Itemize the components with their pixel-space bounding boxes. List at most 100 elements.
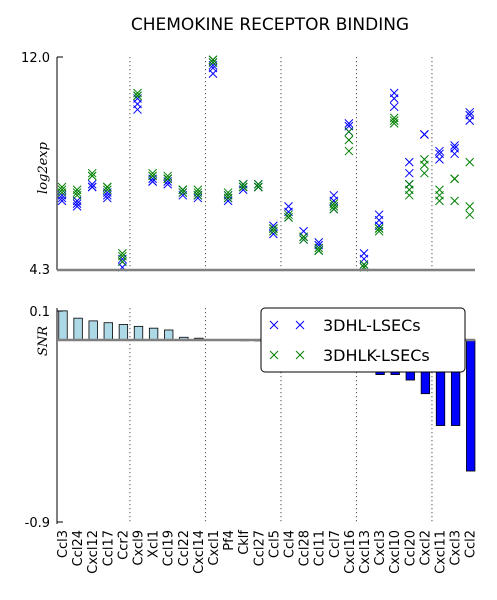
point-3dhl-lsecs-27-2 [465,107,475,117]
x-tick-label-15: Ccl4 [283,530,298,558]
point-3dhlk-lsecs-12-1 [238,179,248,189]
snr-bar-6 [148,327,159,341]
point-3dhlk-lsecs-21-2 [374,224,384,233]
point-3dhl-lsecs-26-2 [450,141,459,150]
x-tick-label-16: Ccl28 [298,530,313,566]
x-tick-label-5: Cxcl9 [132,530,147,566]
top-ytick-max: 12.0 [21,51,50,66]
point-3dhlk-lsecs-21-0 [374,226,384,236]
point-3dhlk-lsecs-24-2 [420,154,429,164]
point-3dhlk-lsecs-27-2 [465,157,475,167]
point-3dhlk-lsecs-19-2 [344,127,354,137]
x-tick-label-13: Ccl27 [252,530,267,566]
point-3dhlk-lsecs-4-2 [118,249,127,258]
legend-label-3dhl: 3DHL-LSECs [323,316,421,335]
legend: 3DHL-LSECs 3DHLK-LSECs [260,307,466,373]
legend-label-3dhlk: 3DHLK-LSECs [323,346,430,365]
legend-marker-blue-1 [269,320,279,330]
point-3dhlk-lsecs-11-2 [223,190,233,200]
point-3dhlk-lsecs-0-0 [57,185,67,195]
point-3dhlk-lsecs-15-1 [284,210,293,220]
legend-marker-green-2 [295,350,305,360]
point-3dhlk-lsecs-13-1 [253,179,263,189]
x-tick-label-10: Cxcl1 [207,530,222,566]
x-tick-label-14: Ccl5 [267,530,282,558]
legend-marker-green-1 [269,350,279,360]
point-3dhlk-lsecs-8-1 [178,185,188,195]
point-3dhlk-lsecs-24-0 [420,168,429,178]
snr-bar-0 [58,310,68,341]
snr-bar-2 [88,320,98,341]
snr-bar-1 [73,317,83,341]
point-3dhlk-lsecs-27-1 [465,202,475,211]
x-tick-label-21: Cxcl3 [373,530,388,566]
x-tick-label-24: Cxcl2 [418,530,433,566]
snr-bar-27 [466,339,476,472]
point-3dhl-lsecs-27-1 [465,110,475,120]
point-3dhlk-lsecs-20-1 [359,260,369,269]
bottom-ytick-max: 0.1 [29,305,50,320]
point-3dhlk-lsecs-9-2 [193,190,203,200]
point-3dhlk-lsecs-13-2 [253,182,263,192]
point-3dhlk-lsecs-3-2 [102,182,112,192]
top-ylabel: log2exp [36,141,51,194]
point-3dhl-lsecs-21-2 [374,210,384,220]
point-3dhlk-lsecs-23-2 [404,179,414,189]
point-3dhlk-lsecs-14-0 [269,226,278,236]
x-tick-label-1: Ccl24 [71,530,86,566]
point-3dhlk-lsecs-11-1 [223,188,233,197]
point-3dhlk-lsecs-1-1 [72,188,82,197]
x-tick-labels: Ccl3 Ccl24 Cxcl12 Ccl17 Ccr2 Cxcl9 Xcl1 Ccl19 Cc… [56,530,479,574]
x-tick-label-20: Cxcl13 [358,530,373,574]
x-tick-label-8: Ccl22 [177,530,192,566]
point-3dhlk-lsecs-3-1 [102,185,112,195]
x-tick-label-17: Ccl11 [313,530,328,566]
x-tick-label-22: Cxcl10 [388,530,403,574]
x-tick-label-23: Ccl20 [403,530,418,566]
point-3dhlk-lsecs-25-2 [435,185,444,195]
snr-bar-4 [118,324,129,341]
x-tick-label-19: Cxcl16 [343,530,358,574]
x-tick-label-25: Cxcl11 [434,530,449,574]
x-tick-label-2: Cxcl12 [86,530,101,574]
x-tick-label-11: Pf4 [222,530,237,551]
point-3dhl-lsecs-1-2 [72,199,82,208]
point-3dhlk-lsecs-17-2 [314,243,324,253]
point-3dhl-lsecs-23-1 [404,168,414,178]
point-3dhl-lsecs-22-2 [389,88,399,98]
point-3dhlk-lsecs-4-1 [118,257,127,267]
point-3dhlk-lsecs-12-2 [238,182,248,192]
x-tick-label-7: Ccl19 [162,530,177,566]
legend-box [260,307,466,373]
top-scatter-points [57,55,475,272]
point-3dhl-lsecs-15-2 [284,202,293,211]
bottom-ylabel: SNR [36,326,51,356]
point-3dhlk-lsecs-18-0 [329,202,339,211]
point-3dhlk-lsecs-6-1 [148,168,157,178]
point-3dhlk-lsecs-26-0 [450,196,459,206]
point-3dhlk-lsecs-22-2 [389,113,399,123]
x-tick-label-12: Cklf [237,530,252,555]
bottom-ytick-min: -0.9 [25,516,50,531]
snr-bar-7 [164,329,174,341]
point-3dhlk-lsecs-19-1 [344,135,354,145]
legend-marker-blue-2 [295,320,305,330]
point-3dhlk-lsecs-26-2 [450,174,459,184]
chart-title: CHEMOKINE RECEPTOR BINDING [131,15,409,35]
point-3dhlk-lsecs-8-2 [178,188,188,197]
point-3dhl-lsecs-2-2 [87,179,97,189]
point-3dhlk-lsecs-7-2 [163,174,173,184]
point-3dhlk-lsecs-5-2 [133,91,142,101]
point-3dhl-lsecs-25-2 [435,146,444,156]
x-tick-label-26: Cxcl3 [449,530,464,566]
point-3dhlk-lsecs-27-0 [465,210,475,220]
point-3dhlk-lsecs-14-2 [269,224,278,233]
point-3dhlk-lsecs-18-2 [329,204,339,214]
x-tick-label-9: Cxcl14 [192,530,207,574]
point-3dhlk-lsecs-17-1 [314,246,324,255]
point-3dhl-lsecs-22-0 [389,102,399,112]
x-tick-label-6: Xcl1 [147,530,162,558]
point-3dhlk-lsecs-2-2 [87,171,97,181]
point-3dhl-lsecs-25-1 [435,149,444,159]
